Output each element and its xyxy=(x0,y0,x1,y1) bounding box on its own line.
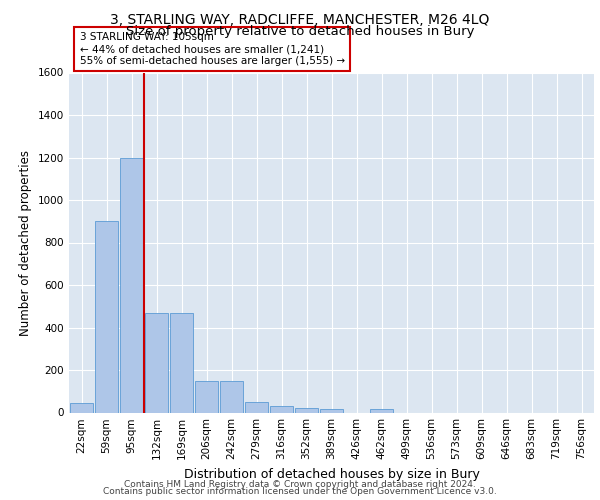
Bar xyxy=(195,380,218,412)
Bar xyxy=(120,158,143,412)
Bar xyxy=(95,221,118,412)
Text: Contains HM Land Registry data © Crown copyright and database right 2024.: Contains HM Land Registry data © Crown c… xyxy=(124,480,476,489)
Bar xyxy=(70,403,93,412)
Bar xyxy=(370,408,393,412)
Text: Size of property relative to detached houses in Bury: Size of property relative to detached ho… xyxy=(126,25,474,38)
Bar xyxy=(220,380,243,412)
Y-axis label: Number of detached properties: Number of detached properties xyxy=(19,150,32,336)
Bar xyxy=(145,312,168,412)
Bar xyxy=(270,406,293,412)
Bar xyxy=(170,312,193,412)
Bar xyxy=(320,408,343,412)
Bar xyxy=(245,402,268,412)
Bar xyxy=(295,408,318,412)
X-axis label: Distribution of detached houses by size in Bury: Distribution of detached houses by size … xyxy=(184,468,479,481)
Text: 3, STARLING WAY, RADCLIFFE, MANCHESTER, M26 4LQ: 3, STARLING WAY, RADCLIFFE, MANCHESTER, … xyxy=(110,12,490,26)
Text: 3 STARLING WAY: 105sqm
← 44% of detached houses are smaller (1,241)
55% of semi-: 3 STARLING WAY: 105sqm ← 44% of detached… xyxy=(79,32,344,66)
Text: Contains public sector information licensed under the Open Government Licence v3: Contains public sector information licen… xyxy=(103,487,497,496)
